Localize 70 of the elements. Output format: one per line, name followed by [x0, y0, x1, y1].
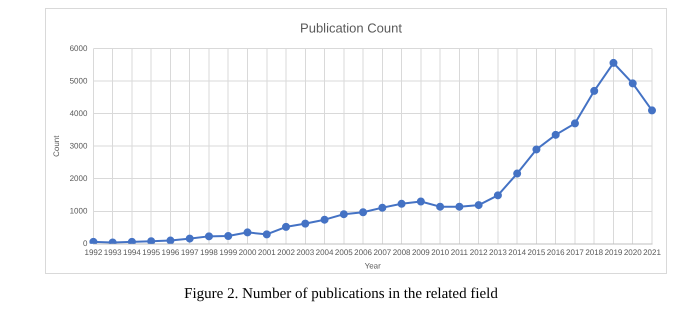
point: [416, 198, 425, 206]
point: [628, 79, 637, 88]
point: [494, 191, 502, 200]
x-tick-label: 2018: [585, 248, 604, 257]
x-tick-label: 2002: [277, 248, 296, 257]
point: [224, 232, 232, 240]
point: [513, 170, 522, 178]
x-tick-label: 2014: [508, 248, 527, 257]
y-tick-label: 3000: [70, 141, 88, 150]
point: [282, 222, 290, 231]
point: [455, 202, 464, 211]
x-tick-label: 2009: [412, 248, 430, 257]
x-tick-label: 2007: [373, 248, 392, 257]
point: [320, 216, 329, 224]
point: [398, 200, 406, 208]
x-tick-label: 1996: [162, 248, 180, 257]
x-tick-label: 1998: [200, 248, 218, 257]
y-tick-label: 0: [82, 239, 88, 248]
point: [590, 86, 598, 95]
point: [89, 238, 98, 244]
x-tick-label: 2020: [624, 248, 642, 257]
point: [166, 236, 174, 244]
x-tick-label: 1999: [219, 248, 238, 257]
x-tick-label: 2017: [566, 248, 584, 257]
x-tick-label: 1994: [123, 248, 142, 257]
y-axis-title: Count: [52, 134, 62, 157]
x-axis-title: Year: [364, 261, 382, 270]
x-tick-label: 2013: [489, 248, 508, 257]
point: [436, 202, 444, 211]
y-tick-label: 4000: [70, 108, 88, 118]
x-tick-label: 2006: [354, 248, 373, 257]
x-tick-label: 1992: [84, 248, 103, 257]
point: [147, 237, 156, 244]
point: [301, 220, 310, 228]
x-tick-label: 2003: [296, 248, 315, 257]
x-tick-label: 2021: [643, 248, 662, 257]
point: [340, 210, 348, 218]
y-tick-label: 2000: [70, 174, 88, 183]
x-tick-label: 2008: [392, 248, 412, 257]
x-tick-label: 2005: [334, 248, 354, 257]
x-tick-label: 1995: [142, 248, 161, 257]
point: [609, 58, 618, 67]
point: [532, 145, 540, 154]
point: [359, 208, 368, 216]
point: [474, 201, 483, 210]
x-tick-label: 2001: [258, 248, 276, 257]
chart-title: Publication Count: [300, 20, 402, 36]
caption: Figure 2. Number of publications in the related field: [183, 286, 499, 303]
point: [262, 230, 271, 238]
x-tick-label: 2015: [528, 248, 546, 257]
point: [204, 232, 213, 240]
x-tick-label: 2016: [546, 248, 566, 257]
x-tick-label: 2019: [604, 248, 623, 257]
y-tick-label: 6000: [70, 44, 88, 53]
x-tick-label: 2011: [450, 248, 469, 257]
y-tick-label: 5000: [70, 76, 88, 86]
x-tick-label: 1993: [104, 248, 122, 257]
x-tick-label: 2012: [470, 248, 488, 257]
x-tick-label: 2010: [431, 248, 450, 257]
x-tick-label: 2000: [238, 248, 257, 257]
point: [552, 130, 560, 139]
point: [243, 228, 252, 236]
point: [570, 119, 579, 128]
point: [186, 234, 194, 243]
point: [378, 204, 386, 212]
point: [648, 106, 656, 114]
x-tick-label: 1997: [180, 248, 200, 257]
point: [128, 238, 136, 244]
x-tick-label: 2004: [316, 248, 334, 257]
y-tick-label: 1000: [70, 206, 88, 216]
